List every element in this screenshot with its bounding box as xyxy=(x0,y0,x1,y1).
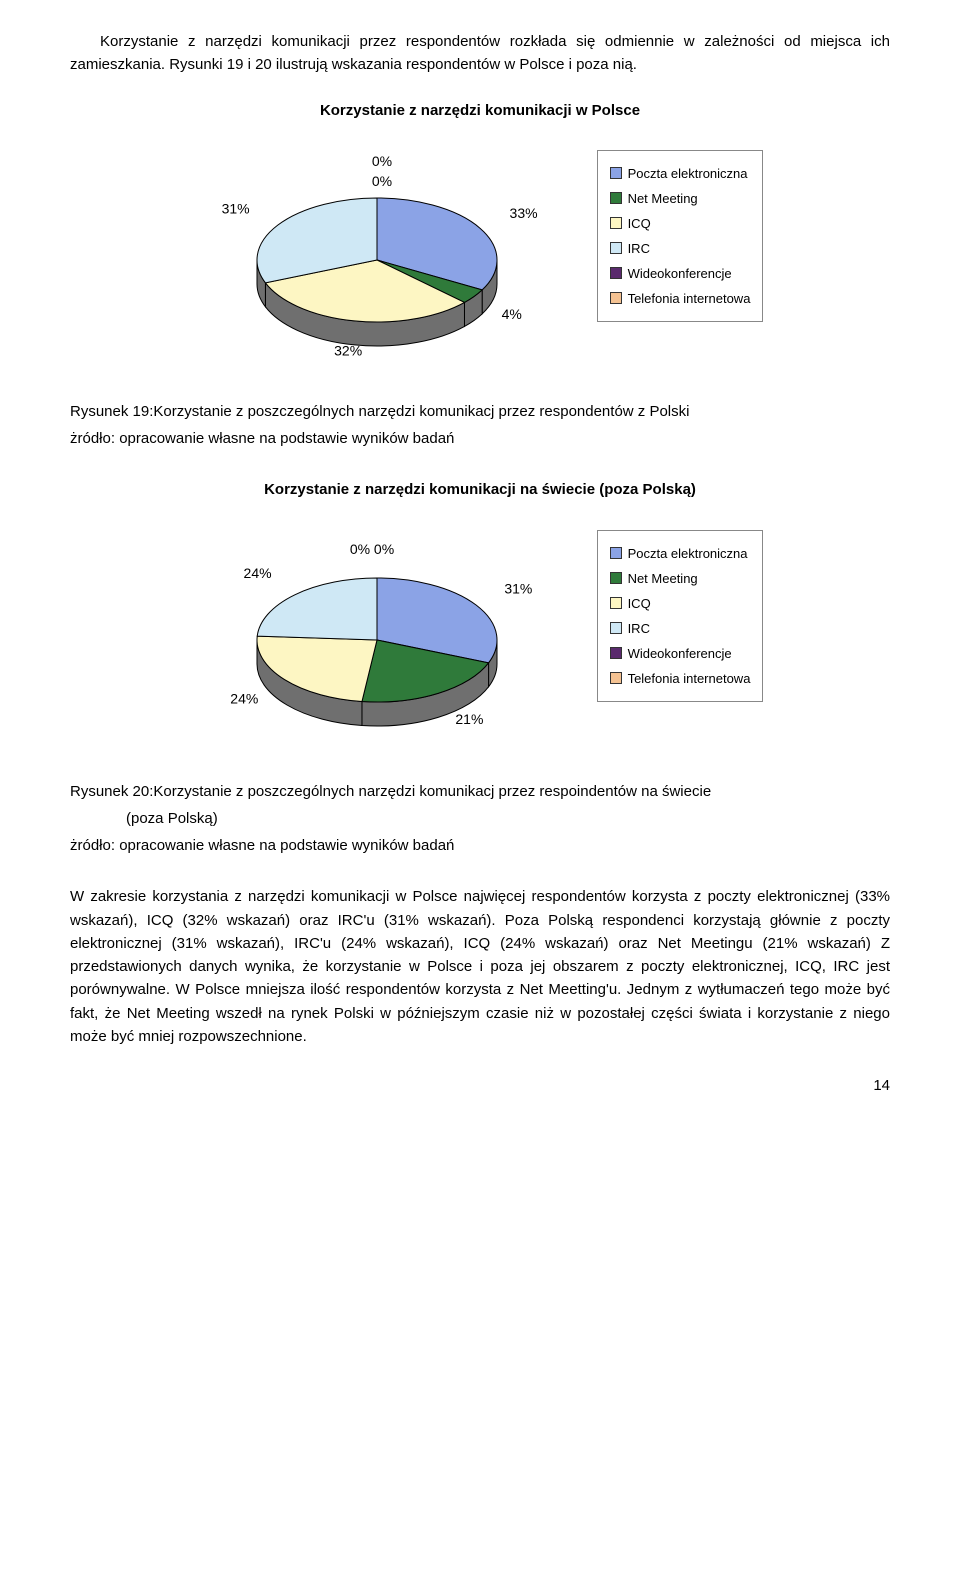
legend-item: ICQ xyxy=(610,591,751,616)
legend-label: Telefonia internetowa xyxy=(628,292,751,305)
pie-slice xyxy=(257,578,377,640)
legend-item: Net Meeting xyxy=(610,566,751,591)
pie-slice-label: 33% xyxy=(509,205,537,221)
legend-swatch xyxy=(610,672,622,684)
legend-label: Poczta elektroniczna xyxy=(628,167,748,180)
legend-swatch xyxy=(610,217,622,229)
legend-item: Telefonia internetowa xyxy=(610,666,751,691)
legend-label: Poczta elektroniczna xyxy=(628,547,748,560)
legend-item: IRC xyxy=(610,236,751,261)
legend-item: IRC xyxy=(610,616,751,641)
legend-item: Net Meeting xyxy=(610,186,751,211)
legend-item: Wideokonferencje xyxy=(610,261,751,286)
legend-label: Wideokonferencje xyxy=(628,647,732,660)
pie-slice-label: 24% xyxy=(230,690,258,706)
legend-swatch xyxy=(610,597,622,609)
legend-swatch xyxy=(610,242,622,254)
legend-swatch xyxy=(610,267,622,279)
pie-zero-label: 0% xyxy=(371,173,391,189)
legend-label: ICQ xyxy=(628,597,651,610)
figure-20: Korzystanie z narzędzi komunikacji na św… xyxy=(70,478,890,857)
legend-item: ICQ xyxy=(610,211,751,236)
figure20-caption-line1: Rysunek 20:Korzystanie z poszczególnych … xyxy=(70,780,890,803)
legend-label: Net Meeting xyxy=(628,572,698,585)
legend-item: Poczta elektroniczna xyxy=(610,161,751,186)
page-number: 14 xyxy=(70,1074,890,1097)
pie-slice-label: 21% xyxy=(455,711,483,727)
figure20-source: żródło: opracowanie własne na podstawie … xyxy=(70,834,890,857)
chart2-title: Korzystanie z narzędzi komunikacji na św… xyxy=(70,478,890,501)
figure20-caption-line2: (poza Polską) xyxy=(70,807,890,830)
legend-item: Telefonia internetowa xyxy=(610,286,751,311)
legend-label: IRC xyxy=(628,622,650,635)
pie-slice-label: 32% xyxy=(334,342,362,358)
chart2-row: 31% 21% 24% 24% 0% 0% Poczta elektroniczna Ne… xyxy=(70,530,890,750)
chart2-pie: 31% 21% 24% 24% 0% 0% xyxy=(197,530,557,750)
legend-item: Wideokonferencje xyxy=(610,641,751,666)
legend-swatch xyxy=(610,192,622,204)
pie-slice-label: 4% xyxy=(501,306,521,322)
chart1-pie: 33% 4% 32% 31% 0% 0% xyxy=(197,150,557,370)
legend-label: Wideokonferencje xyxy=(628,267,732,280)
intro-paragraph: Korzystanie z narzędzi komunikacji przez… xyxy=(70,30,890,77)
legend-swatch xyxy=(610,647,622,659)
legend-label: Net Meeting xyxy=(628,192,698,205)
legend-item: Poczta elektroniczna xyxy=(610,541,751,566)
legend-swatch xyxy=(610,572,622,584)
chart1-legend: Poczta elektroniczna Net Meeting ICQ IRC Wid… xyxy=(597,150,764,322)
figure19-caption: Rysunek 19:Korzystanie z poszczególnych … xyxy=(70,400,890,423)
pie-slice-label: 24% xyxy=(243,564,271,580)
body-paragraph: W zakresie korzystania z narzędzi komuni… xyxy=(70,885,890,1048)
legend-swatch xyxy=(610,547,622,559)
chart1-row: 33% 4% 32% 31% 0% 0% Poczta elektroniczna Net … xyxy=(70,150,890,370)
legend-swatch xyxy=(610,292,622,304)
legend-label: IRC xyxy=(628,242,650,255)
legend-label: ICQ xyxy=(628,217,651,230)
chart2-legend: Poczta elektroniczna Net Meeting ICQ IRC Wid… xyxy=(597,530,764,702)
legend-swatch xyxy=(610,622,622,634)
legend-label: Telefonia internetowa xyxy=(628,672,751,685)
pie-slice-label: 31% xyxy=(504,580,532,596)
chart1-title: Korzystanie z narzędzi komunikacji w Pol… xyxy=(70,99,890,122)
legend-swatch xyxy=(610,167,622,179)
pie-zero-label: 0% xyxy=(371,153,391,169)
figure-19: Korzystanie z narzędzi komunikacji w Pol… xyxy=(70,99,890,451)
figure19-source: żródło: opracowanie własne na podstawie … xyxy=(70,427,890,450)
pie-slice-label: 31% xyxy=(221,200,249,216)
pie-zero-label: 0% 0% xyxy=(349,541,393,557)
